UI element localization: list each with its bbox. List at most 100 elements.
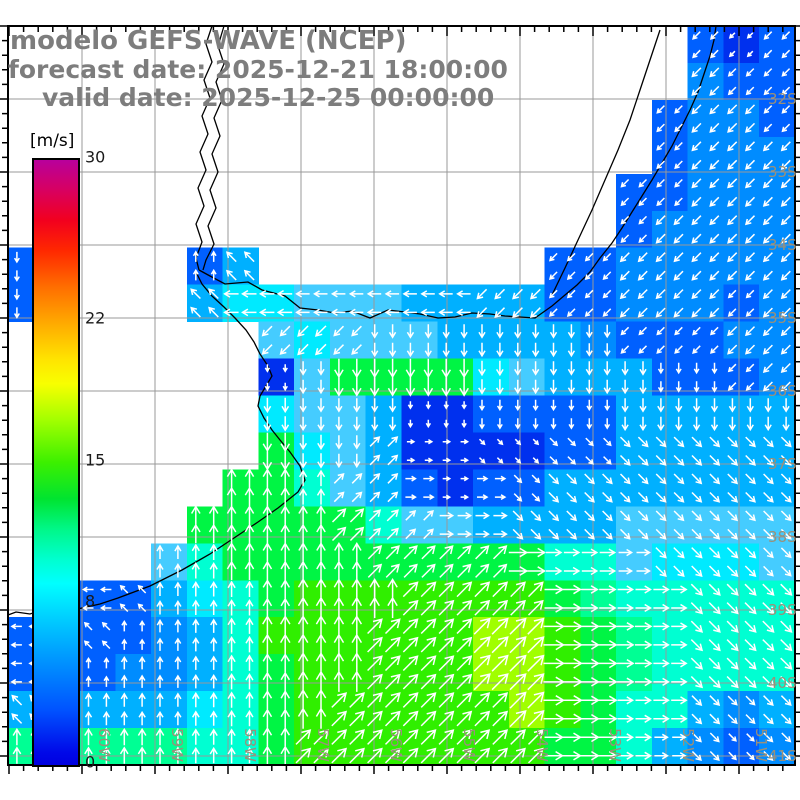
latitude-label: 32S: [768, 90, 797, 108]
wave-cell: [186, 654, 224, 692]
model-title: modelo GEFS-WAVE (NCEP): [10, 26, 407, 56]
wave-cell: [580, 580, 617, 618]
colorbar-tick-label: 8: [85, 591, 96, 611]
wave-cell: [759, 395, 796, 433]
wave-cell: [437, 395, 474, 433]
latitude-label: 38S: [768, 528, 797, 546]
longitude-label: 51W: [752, 728, 770, 762]
wave-cell: [723, 395, 760, 433]
wave-cell: [115, 617, 152, 655]
valid-date: valid date: 2025-12-25 00:00:00: [42, 83, 495, 112]
wave-cell: [580, 543, 617, 581]
wave-cell: [186, 580, 224, 618]
wave-cell: [651, 617, 689, 655]
wave-cell: [651, 654, 689, 692]
wave-cell: [401, 469, 438, 507]
wave-arrow-layer: [10, 31, 793, 765]
wave-cell: [651, 358, 689, 396]
wave-cell: [473, 506, 510, 544]
wave-cell: [401, 395, 438, 433]
longitude-label: 52W: [679, 728, 697, 762]
wave-cell: [437, 321, 474, 360]
colorbar-gradient: [32, 158, 80, 767]
axis-frame-layer: [0, 25, 800, 774]
wave-cell: [616, 617, 653, 655]
wave-cell: [186, 247, 224, 286]
north-coast: [198, 25, 717, 319]
forecast-date: forecast date: 2025-12-21 18:00:00: [8, 55, 508, 84]
wave-cell: [473, 395, 510, 433]
wave-cell: [186, 691, 224, 729]
wave-cell: [329, 284, 367, 323]
wave-cell: [115, 654, 152, 692]
map-border: [7, 25, 796, 766]
wave-cell: [616, 580, 653, 618]
lagoon-shore: [551, 29, 661, 296]
wave-cell: [294, 691, 331, 729]
river-west: [195, 25, 213, 271]
longitude-label: 53W: [606, 728, 624, 762]
axis-tick-marks: [0, 25, 800, 774]
south-coast: [7, 271, 306, 616]
wave-cell: [544, 358, 581, 396]
wave-cell: [365, 321, 402, 360]
wave-cell: [616, 691, 653, 729]
colorbar-tick-label: 30: [85, 147, 106, 167]
wave-cell: [616, 543, 653, 581]
wave-cell: [544, 543, 581, 581]
wave-cell: [401, 321, 438, 360]
wave-cell: [151, 654, 188, 692]
wave-cell: [616, 358, 653, 396]
wave-cell: [151, 691, 188, 729]
wave-cell: [79, 691, 116, 729]
wave-cell: [508, 321, 546, 360]
longitude-label: 60W: [95, 728, 113, 762]
longitude-label: 57W: [314, 728, 332, 762]
wave-cell: [365, 395, 402, 433]
wave-cell: [151, 617, 188, 655]
wave-cell: [294, 284, 331, 323]
latitude-label: 35S: [768, 309, 797, 327]
colorbar-tick-label: 22: [85, 308, 106, 328]
longitude-label: 58W: [241, 728, 259, 762]
wave-cell: [294, 617, 331, 655]
latitude-label: 37S: [768, 455, 797, 473]
wave-cell: [473, 358, 510, 396]
wave-field-layer: [8, 26, 796, 766]
wave-cell: [329, 395, 367, 433]
latitude-label: 39S: [768, 601, 797, 619]
wave-cell: [151, 543, 188, 581]
wave-cell: [616, 395, 653, 433]
latitude-label: 41S: [768, 747, 797, 765]
wave-direction-arrows: [10, 31, 793, 765]
wave-cell: [580, 358, 617, 396]
longitude-label: 56W: [387, 728, 405, 762]
latitude-label: 34S: [768, 236, 797, 254]
wave-cell: [79, 580, 116, 618]
wave-cell: [544, 321, 581, 360]
wave-cell: [186, 728, 224, 766]
colorbar-tick-label: 0: [85, 752, 96, 772]
wave-cell: [580, 395, 617, 433]
wave-cell: [473, 321, 510, 360]
wave-cell: [651, 395, 689, 433]
wave-cell: [723, 26, 760, 64]
longitude-label: 54W: [533, 728, 551, 762]
wave-cell: [651, 580, 689, 618]
longitude-label: 59W: [168, 728, 186, 762]
wave-cell: [79, 654, 116, 692]
wave-cell: [437, 506, 474, 544]
wave-cell: [365, 284, 402, 323]
wave-cell: [580, 321, 617, 360]
wave-cell: [294, 395, 331, 433]
wave-cell: [651, 728, 689, 766]
wave-cell: [508, 358, 546, 396]
river-east: [202, 25, 225, 271]
wave-cell: [473, 469, 510, 507]
latitude-label: 33S: [768, 163, 797, 181]
wave-cell: [151, 580, 188, 618]
wave-cell: [437, 469, 474, 507]
wave-cell: [616, 654, 653, 692]
